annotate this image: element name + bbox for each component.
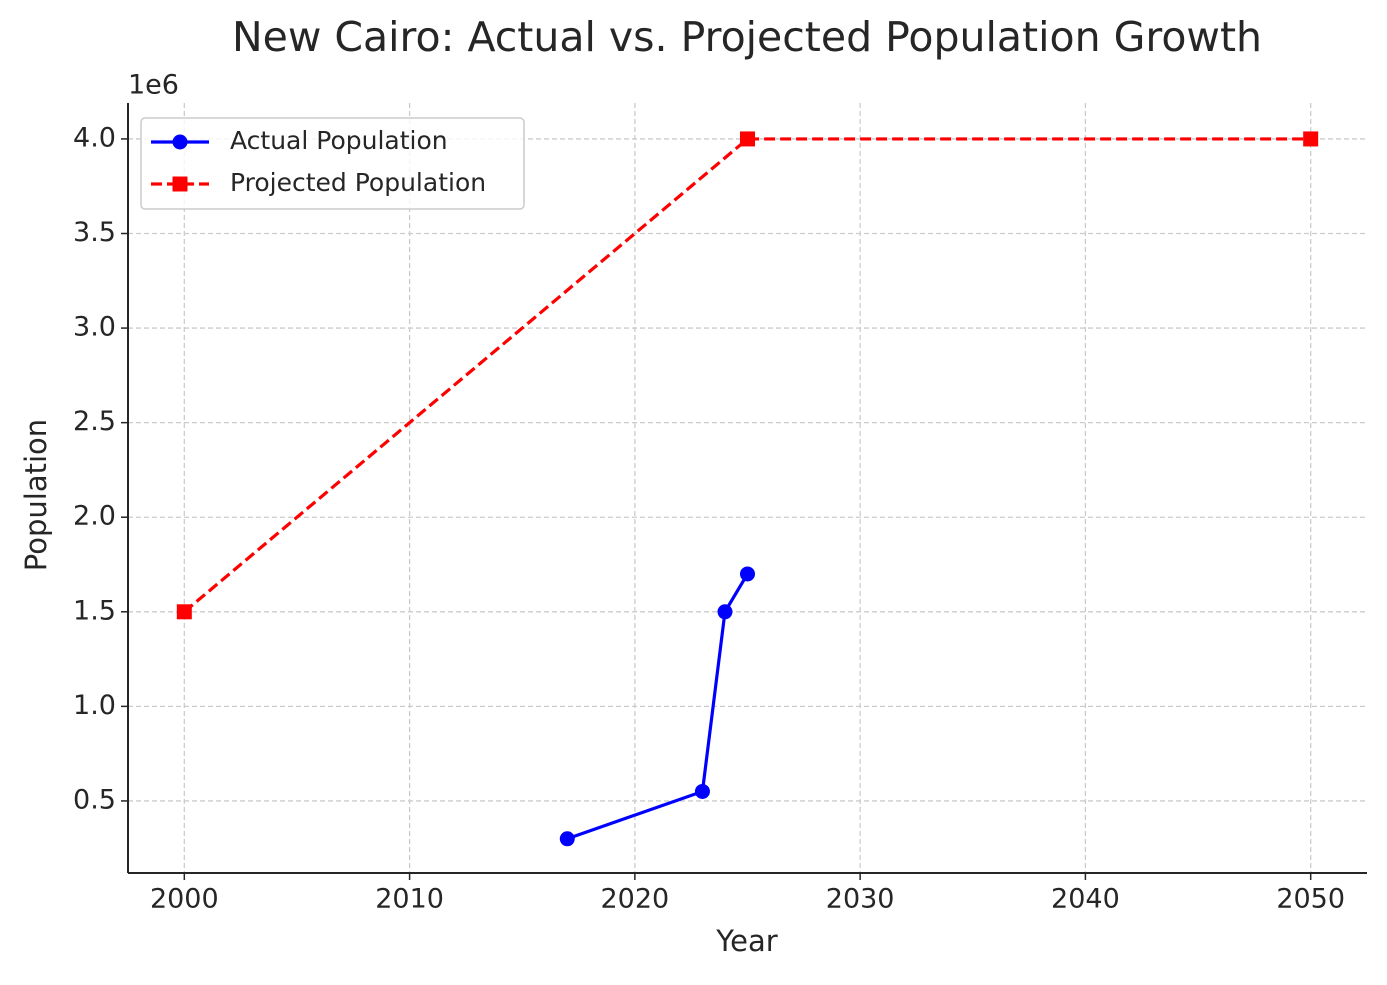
y-axis-label: Population: [19, 419, 53, 571]
y-tick-label: 3.0: [73, 312, 116, 343]
y-tick-label: 1.0: [73, 690, 116, 721]
x-tick-label: 2000: [150, 884, 219, 915]
x-tick-label: 2050: [1276, 884, 1345, 915]
legend-label: Projected Population: [230, 168, 486, 197]
marker: [717, 604, 733, 620]
x-axis-label: Year: [715, 924, 777, 958]
marker: [172, 134, 188, 150]
y-tick-label: 0.5: [73, 784, 116, 815]
legend-label: Actual Population: [230, 126, 448, 155]
chart-title: New Cairo: Actual vs. Projected Populati…: [232, 13, 1262, 61]
marker: [1303, 131, 1319, 147]
legend: Actual Population Projected Population: [140, 117, 525, 210]
y-offset-label: 1e6: [128, 70, 179, 101]
series-line: [566, 573, 749, 841]
marker: [559, 831, 575, 847]
x-tick-label: 2040: [1051, 884, 1120, 915]
x-tick-label: 2020: [601, 884, 670, 915]
marker: [176, 604, 192, 620]
y-tick-label: 4.0: [73, 122, 116, 153]
marker: [172, 176, 188, 192]
y-tick-label: 2.0: [73, 501, 116, 532]
y-tick-label: 1.5: [73, 595, 116, 626]
marker: [740, 131, 755, 147]
y-tick-label: 3.5: [73, 217, 116, 248]
series-line: [183, 137, 1311, 614]
marker: [740, 566, 755, 582]
x-tick-label: 2010: [375, 884, 444, 915]
x-tick-label: 2030: [826, 884, 895, 915]
marker: [694, 783, 710, 799]
y-tick-label: 2.5: [73, 406, 116, 437]
legend-box: [140, 117, 525, 210]
